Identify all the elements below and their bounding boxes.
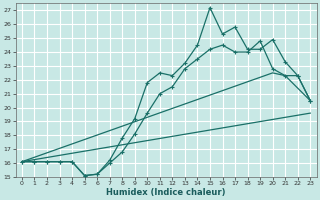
X-axis label: Humidex (Indice chaleur): Humidex (Indice chaleur)	[106, 188, 226, 197]
